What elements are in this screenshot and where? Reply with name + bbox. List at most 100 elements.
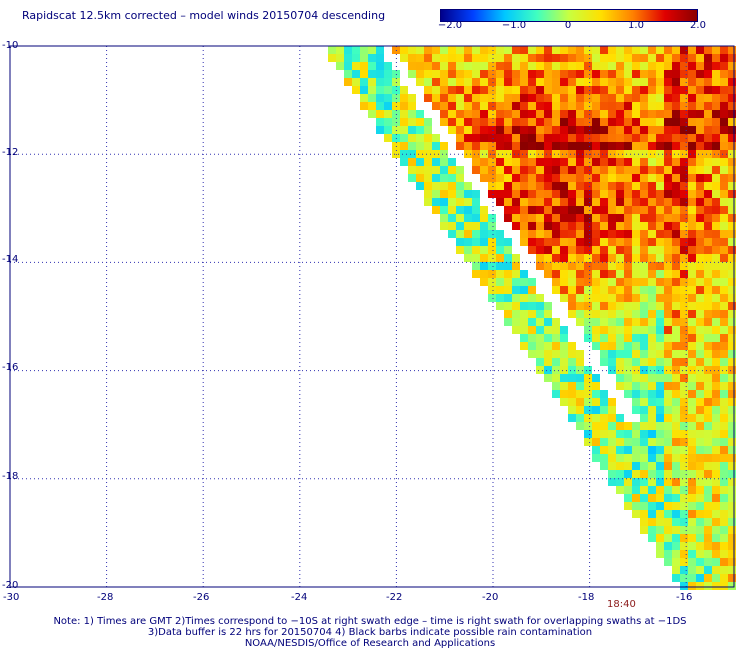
wind-cell	[624, 110, 632, 118]
wind-cell	[552, 286, 560, 294]
wind-cell	[712, 214, 720, 222]
wind-cell	[712, 198, 720, 206]
wind-cell	[728, 542, 736, 550]
wind-cell	[440, 54, 448, 62]
wind-cell	[544, 102, 552, 110]
wind-cell	[656, 254, 664, 262]
wind-cell	[728, 230, 736, 238]
wind-cell	[720, 118, 728, 126]
wind-cell	[448, 230, 456, 238]
wind-cell	[496, 118, 504, 126]
wind-cell	[672, 70, 680, 78]
wind-cell	[472, 134, 480, 142]
wind-cell	[656, 78, 664, 86]
wind-cell	[656, 526, 664, 534]
wind-cell	[720, 318, 728, 326]
wind-cell	[640, 486, 648, 494]
wind-cell	[400, 102, 408, 110]
wind-cell	[512, 158, 520, 166]
wind-cell	[608, 478, 616, 486]
wind-cell	[632, 254, 640, 262]
wind-cell	[576, 374, 584, 382]
wind-cell	[696, 270, 704, 278]
wind-cell	[648, 134, 656, 142]
wind-cell	[584, 70, 592, 78]
wind-cell	[624, 222, 632, 230]
wind-cell	[640, 198, 648, 206]
wind-cell	[608, 246, 616, 254]
wind-cell	[696, 190, 704, 198]
wind-cell	[408, 54, 416, 62]
wind-cell	[480, 134, 488, 142]
wind-cell	[576, 238, 584, 246]
wind-cell	[440, 110, 448, 118]
wind-cell	[712, 70, 720, 78]
wind-cell	[696, 278, 704, 286]
wind-cell	[640, 382, 648, 390]
wind-cell	[544, 86, 552, 94]
wind-cell	[696, 310, 704, 318]
wind-cell	[688, 422, 696, 430]
wind-cell	[688, 158, 696, 166]
wind-cell	[696, 542, 704, 550]
wind-cell	[432, 70, 440, 78]
wind-cell	[472, 262, 480, 270]
wind-cell	[624, 102, 632, 110]
wind-cell	[408, 142, 416, 150]
wind-cell	[728, 310, 736, 318]
wind-cell	[648, 238, 656, 246]
wind-cell	[696, 286, 704, 294]
wind-cell	[664, 54, 672, 62]
wind-cell	[728, 398, 736, 406]
wind-cell	[704, 166, 712, 174]
wind-cell	[448, 174, 456, 182]
wind-cell	[696, 486, 704, 494]
wind-cell	[680, 326, 688, 334]
wind-cell	[656, 534, 664, 542]
wind-cell	[520, 142, 528, 150]
wind-cell	[712, 502, 720, 510]
wind-cell	[688, 558, 696, 566]
wind-cell	[464, 102, 472, 110]
wind-cell	[400, 126, 408, 134]
wind-cell	[680, 294, 688, 302]
wind-cell	[528, 54, 536, 62]
wind-cell	[704, 270, 712, 278]
wind-cell	[680, 462, 688, 470]
wind-cell	[608, 294, 616, 302]
wind-cell	[696, 46, 704, 54]
wind-cell	[584, 62, 592, 70]
wind-cell	[472, 118, 480, 126]
wind-cell	[472, 270, 480, 278]
wind-cell	[616, 230, 624, 238]
wind-cell	[608, 430, 616, 438]
wind-cell	[672, 318, 680, 326]
wind-cell	[720, 358, 728, 366]
wind-cell	[672, 414, 680, 422]
wind-cell	[520, 102, 528, 110]
wind-cell	[400, 142, 408, 150]
wind-cell	[672, 286, 680, 294]
wind-cell	[472, 110, 480, 118]
wind-cell	[696, 518, 704, 526]
wind-cell	[624, 246, 632, 254]
wind-cell	[520, 110, 528, 118]
wind-cell	[672, 374, 680, 382]
wind-cell	[552, 214, 560, 222]
wind-cell	[360, 94, 368, 102]
wind-cell	[504, 118, 512, 126]
wind-cell	[648, 150, 656, 158]
wind-cell	[704, 278, 712, 286]
wind-cell	[576, 134, 584, 142]
wind-cell	[528, 238, 536, 246]
wind-cell	[584, 390, 592, 398]
wind-cell	[656, 126, 664, 134]
wind-cell	[504, 166, 512, 174]
wind-cell	[720, 438, 728, 446]
wind-cell	[504, 310, 512, 318]
wind-cell	[720, 494, 728, 502]
wind-cell	[592, 334, 600, 342]
wind-cell	[608, 406, 616, 414]
wind-cell	[688, 326, 696, 334]
wind-cell	[672, 190, 680, 198]
